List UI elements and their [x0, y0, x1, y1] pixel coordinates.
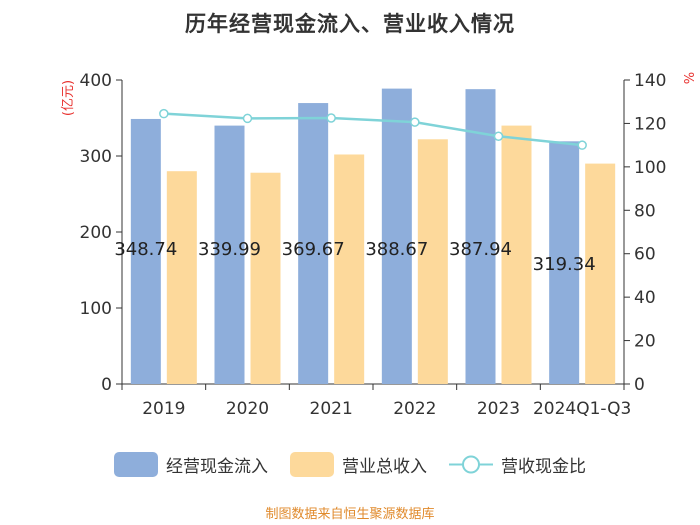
legend-item-revenue[interactable]: 营业总收入 — [290, 452, 427, 477]
left-tick-label: 300 — [80, 147, 112, 167]
right-tick-label: 20 — [634, 332, 656, 352]
bar-total-revenue — [166, 171, 197, 384]
bar-cash-inflow — [130, 118, 161, 384]
legend-item-ratio[interactable]: 营收现金比 — [449, 452, 586, 477]
legend-swatch-revenue — [290, 452, 334, 477]
left-tick-label: 100 — [80, 299, 112, 319]
ratio-line — [163, 112, 583, 147]
right-tick-label: 140 — [634, 71, 666, 91]
chart-title: 历年经营现金流入、营业收入情况 — [185, 12, 515, 36]
ratio-point — [159, 108, 169, 119]
legend-swatch-ratio — [449, 455, 493, 474]
legend-label-ratio: 营收现金比 — [501, 457, 586, 477]
x-tick-label: 2022 — [393, 399, 436, 419]
x-tick-label: 2020 — [226, 399, 269, 419]
axes-group: 0 100 200 300 400 0 20 40 60 80 100 120 140 (亿元)% 2019… — [61, 71, 695, 419]
legend-item-inflow[interactable]: 经营现金流入 — [114, 452, 268, 477]
ratio-point — [577, 140, 587, 150]
bar-cash-inflow — [465, 89, 496, 385]
data-label-cash-inflow: 388.67 — [365, 239, 428, 260]
right-axis-unit-label: % — [680, 72, 695, 84]
line-group — [159, 108, 587, 150]
bars-group — [130, 88, 616, 385]
x-tick-label: 2019 — [142, 399, 185, 419]
ratio-point — [326, 113, 336, 123]
source-note: 制图数据来自恒生聚源数据库 — [265, 507, 435, 522]
data-labels-group: 348.74 339.99 369.67 388.67 387.94 319.34 — [114, 239, 595, 275]
bar-cash-inflow — [549, 141, 580, 384]
right-tick-label: 100 — [634, 158, 666, 178]
bar-total-revenue — [585, 163, 616, 384]
left-tick-label: 400 — [80, 71, 112, 91]
left-tick-label: 200 — [80, 223, 112, 243]
right-tick-label: 0 — [634, 375, 645, 395]
data-label-cash-inflow: 369.67 — [282, 239, 345, 260]
bar-cash-inflow — [298, 103, 329, 385]
legend-label-revenue: 营业总收入 — [342, 457, 427, 477]
right-tick-label: 120 — [634, 114, 666, 134]
right-tick-label: 60 — [634, 245, 656, 265]
ratio-point — [493, 131, 504, 141]
bar-total-revenue — [417, 139, 448, 384]
legend-swatch-inflow — [114, 452, 158, 477]
ratio-point — [242, 113, 253, 124]
data-label-cash-inflow: 319.34 — [533, 254, 596, 275]
left-axis-unit-label: (亿元) — [61, 80, 76, 116]
x-tick-label: 2024Q1-Q3 — [533, 399, 631, 419]
legend-label-inflow: 经营现金流入 — [166, 457, 268, 477]
data-label-cash-inflow: 348.74 — [114, 239, 177, 260]
x-tick-label: 2021 — [310, 399, 353, 419]
bar-cash-inflow — [214, 125, 245, 384]
bar-total-revenue — [501, 125, 532, 384]
bar-total-revenue — [250, 172, 281, 384]
x-tick-label: 2023 — [477, 399, 520, 419]
data-label-cash-inflow: 387.94 — [449, 239, 512, 260]
bar-total-revenue — [334, 154, 365, 384]
data-label-cash-inflow: 339.99 — [198, 239, 261, 260]
bar-cash-inflow — [381, 88, 412, 384]
right-tick-label: 80 — [634, 201, 656, 221]
right-tick-label: 40 — [634, 288, 656, 308]
left-tick-label: 0 — [101, 375, 112, 395]
chart-legend: 经营现金流入 营业总收入 营收现金比 — [0, 452, 700, 477]
ratio-point — [410, 117, 420, 127]
